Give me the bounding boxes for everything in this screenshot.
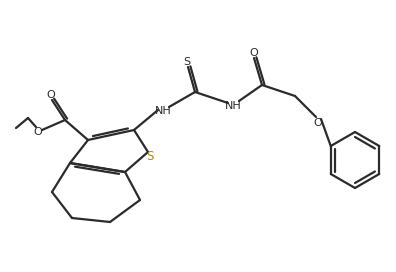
Text: O: O xyxy=(314,118,322,128)
Text: S: S xyxy=(146,150,154,163)
Text: O: O xyxy=(47,90,55,100)
Text: O: O xyxy=(34,127,42,137)
Text: S: S xyxy=(183,57,190,67)
Text: NH: NH xyxy=(225,101,242,111)
Text: O: O xyxy=(249,48,258,58)
Text: NH: NH xyxy=(154,106,171,116)
